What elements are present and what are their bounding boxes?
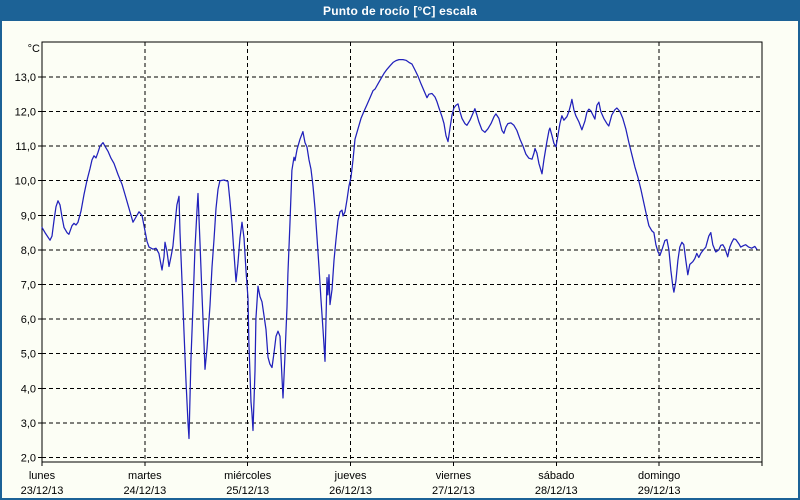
- x-day-label: viernes: [436, 470, 472, 482]
- x-date-label: 29/12/13: [638, 485, 681, 497]
- x-day-label: miércoles: [224, 470, 272, 482]
- grid-layer: [42, 42, 762, 462]
- x-day-label: jueves: [334, 470, 367, 482]
- y-tick-label: 3,0: [21, 418, 36, 430]
- y-tick-label: 5,0: [21, 349, 36, 361]
- plot-frame: [41, 41, 763, 463]
- y-tick-label: 7,0: [21, 280, 36, 292]
- x-day-label: martes: [128, 470, 162, 482]
- x-date-label: 28/12/13: [535, 485, 578, 497]
- axis-tick-layer: [38, 76, 763, 466]
- y-tick-label: 2,0: [21, 453, 36, 465]
- axis-label-layer: °C 13,0 12,0 11,0 10,0 9,0 8,0 7,0 6,0 5,0 4,0 3,0…: [15, 43, 681, 497]
- dew-point-chart: °C 13,0 12,0 11,0 10,0 9,0 8,0 7,0 6,0 5,0 4,0 3,0…: [15, 41, 763, 497]
- x-date-label: 23/12/13: [21, 485, 64, 497]
- dew-point-line: [41, 58, 758, 440]
- window-title: Punto de rocío [°C] escala: [322, 4, 478, 18]
- y-tick-label: 6,0: [21, 314, 36, 326]
- x-day-label: sábado: [538, 470, 574, 482]
- x-day-label: lunes: [29, 470, 56, 482]
- y-tick-label: 13,0: [15, 72, 36, 84]
- y-tick-label: 9,0: [21, 210, 36, 222]
- x-date-label: 25/12/13: [226, 485, 269, 497]
- x-date-label: 24/12/13: [123, 485, 166, 497]
- y-axis-unit-label: °C: [28, 43, 40, 55]
- x-day-label: domingo: [638, 470, 680, 482]
- title-bar: Punto de rocío [°C] escala: [2, 2, 798, 21]
- x-date-label: 26/12/13: [329, 485, 372, 497]
- series-layer: [41, 58, 758, 440]
- chart-area: °C 13,0 12,0 11,0 10,0 9,0 8,0 7,0 6,0 5,0 4,0 3,0…: [2, 21, 798, 498]
- y-tick-label: 10,0: [15, 176, 36, 188]
- x-date-label: 27/12/13: [432, 485, 475, 497]
- y-tick-label: 8,0: [21, 245, 36, 257]
- y-tick-label: 4,0: [21, 383, 36, 395]
- y-tick-label: 11,0: [15, 141, 36, 153]
- y-tick-label: 12,0: [15, 107, 36, 119]
